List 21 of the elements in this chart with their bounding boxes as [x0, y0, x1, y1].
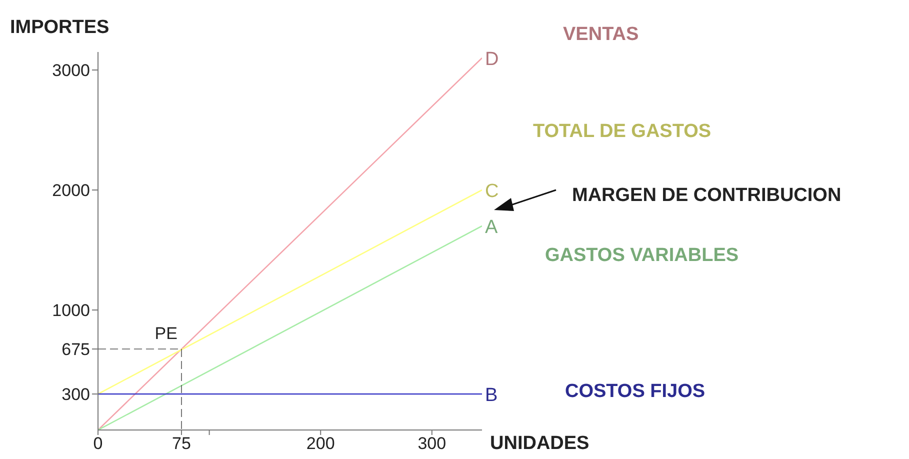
text: A: [485, 217, 498, 238]
text: B: [485, 385, 498, 406]
x-tick-label: 75: [172, 434, 191, 454]
y-axis-title: IMPORTES: [10, 17, 110, 38]
text: TOTAL DE GASTOS: [533, 121, 712, 142]
x-tick-label: 0: [93, 434, 103, 454]
y-tick-label: 3000: [52, 61, 90, 80]
text: GASTOS VARIABLES: [545, 245, 739, 266]
text: C: [485, 181, 499, 202]
text: COSTOS FIJOS: [565, 381, 706, 402]
annotation: PE: [154, 324, 178, 343]
y-tick-label: 1000: [52, 301, 90, 320]
y-tick-label: 2000: [52, 181, 90, 200]
y-tick-label: 675: [62, 340, 90, 360]
text: MARGEN DE CONTRIBUCION: [572, 185, 842, 206]
x-tick-label: 200: [306, 434, 335, 454]
x-tick-label: 300: [418, 434, 446, 454]
text: VENTAS: [563, 24, 639, 46]
x-axis-title: UNIDADES: [490, 433, 590, 454]
text: D: [485, 49, 499, 70]
y-tick-label: 300: [62, 385, 90, 404]
